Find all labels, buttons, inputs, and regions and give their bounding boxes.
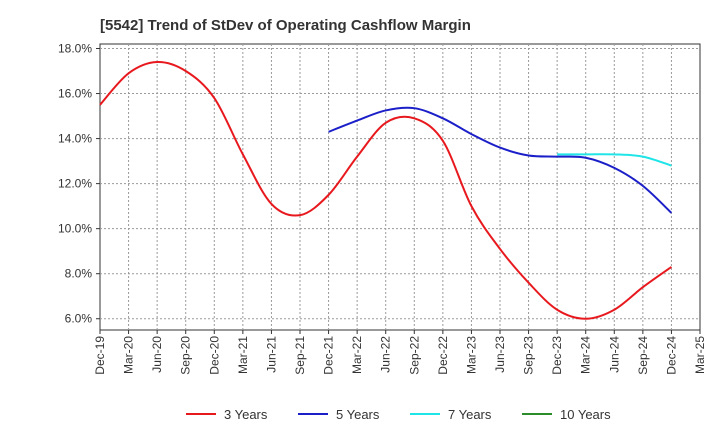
x-tick-label: Sep-24 <box>636 336 650 375</box>
chart-title: [5542] Trend of StDev of Operating Cashf… <box>100 17 471 34</box>
x-tick-label: Dec-23 <box>550 336 564 375</box>
y-tick-label: 14.0% <box>58 132 92 146</box>
x-tick-label: Sep-20 <box>179 336 193 375</box>
plot-area <box>99 43 701 331</box>
x-axis: Dec-19 Mar-20 Jun-20 Sep-20 Dec-20 Mar-21 Jun-… <box>93 330 707 375</box>
legend-label-3-years: 3 Years <box>224 407 268 422</box>
x-tick-label: Mar-24 <box>579 336 593 374</box>
legend: 3 Years 5 Years 7 Years 10 Years <box>186 407 611 422</box>
x-tick-label: Dec-21 <box>322 336 336 375</box>
x-tick-label: Sep-22 <box>407 336 421 375</box>
legend-label-5-years: 5 Years <box>336 407 380 422</box>
y-tick-label: 8.0% <box>65 267 93 281</box>
x-tick-label: Jun-20 <box>150 336 164 373</box>
legend-label-7-years: 7 Years <box>448 407 492 422</box>
x-tick-label: Mar-21 <box>236 336 250 374</box>
grid-lines <box>100 44 700 330</box>
x-tick-label: Sep-21 <box>293 336 307 375</box>
x-tick-label: Jun-24 <box>607 336 621 373</box>
y-tick-label: 18.0% <box>58 42 92 56</box>
x-tick-label: Jun-23 <box>493 336 507 373</box>
x-tick-label: Jun-22 <box>379 336 393 373</box>
series-lines <box>99 61 673 320</box>
x-tick-label: Dec-20 <box>207 336 221 375</box>
y-tick-label: 10.0% <box>58 222 92 236</box>
legend-label-10-years: 10 Years <box>560 407 611 422</box>
x-tick-label: Jun-21 <box>264 336 278 373</box>
x-tick-label: Sep-23 <box>522 336 536 375</box>
y-tick-label: 16.0% <box>58 87 92 101</box>
x-tick-label: Dec-22 <box>436 336 450 375</box>
x-tick-label: Dec-24 <box>664 336 678 375</box>
series-line-5-years <box>328 106 673 214</box>
series-line-7-years <box>557 153 672 167</box>
y-axis: 6.0% 8.0% 10.0% 12.0% 14.0% 16.0% 18.0% <box>58 42 100 326</box>
y-tick-label: 6.0% <box>65 312 93 326</box>
x-tick-label: Mar-25 <box>693 336 707 374</box>
y-tick-label: 12.0% <box>58 177 92 191</box>
x-tick-label: Mar-20 <box>122 336 136 374</box>
x-tick-label: Mar-23 <box>464 336 478 374</box>
x-tick-label: Mar-22 <box>350 336 364 374</box>
series-line-3-years <box>99 61 673 320</box>
x-tick-label: Dec-19 <box>93 336 107 375</box>
